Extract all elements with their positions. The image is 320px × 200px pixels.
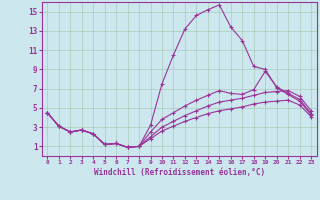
X-axis label: Windchill (Refroidissement éolien,°C): Windchill (Refroidissement éolien,°C) [94,168,265,177]
